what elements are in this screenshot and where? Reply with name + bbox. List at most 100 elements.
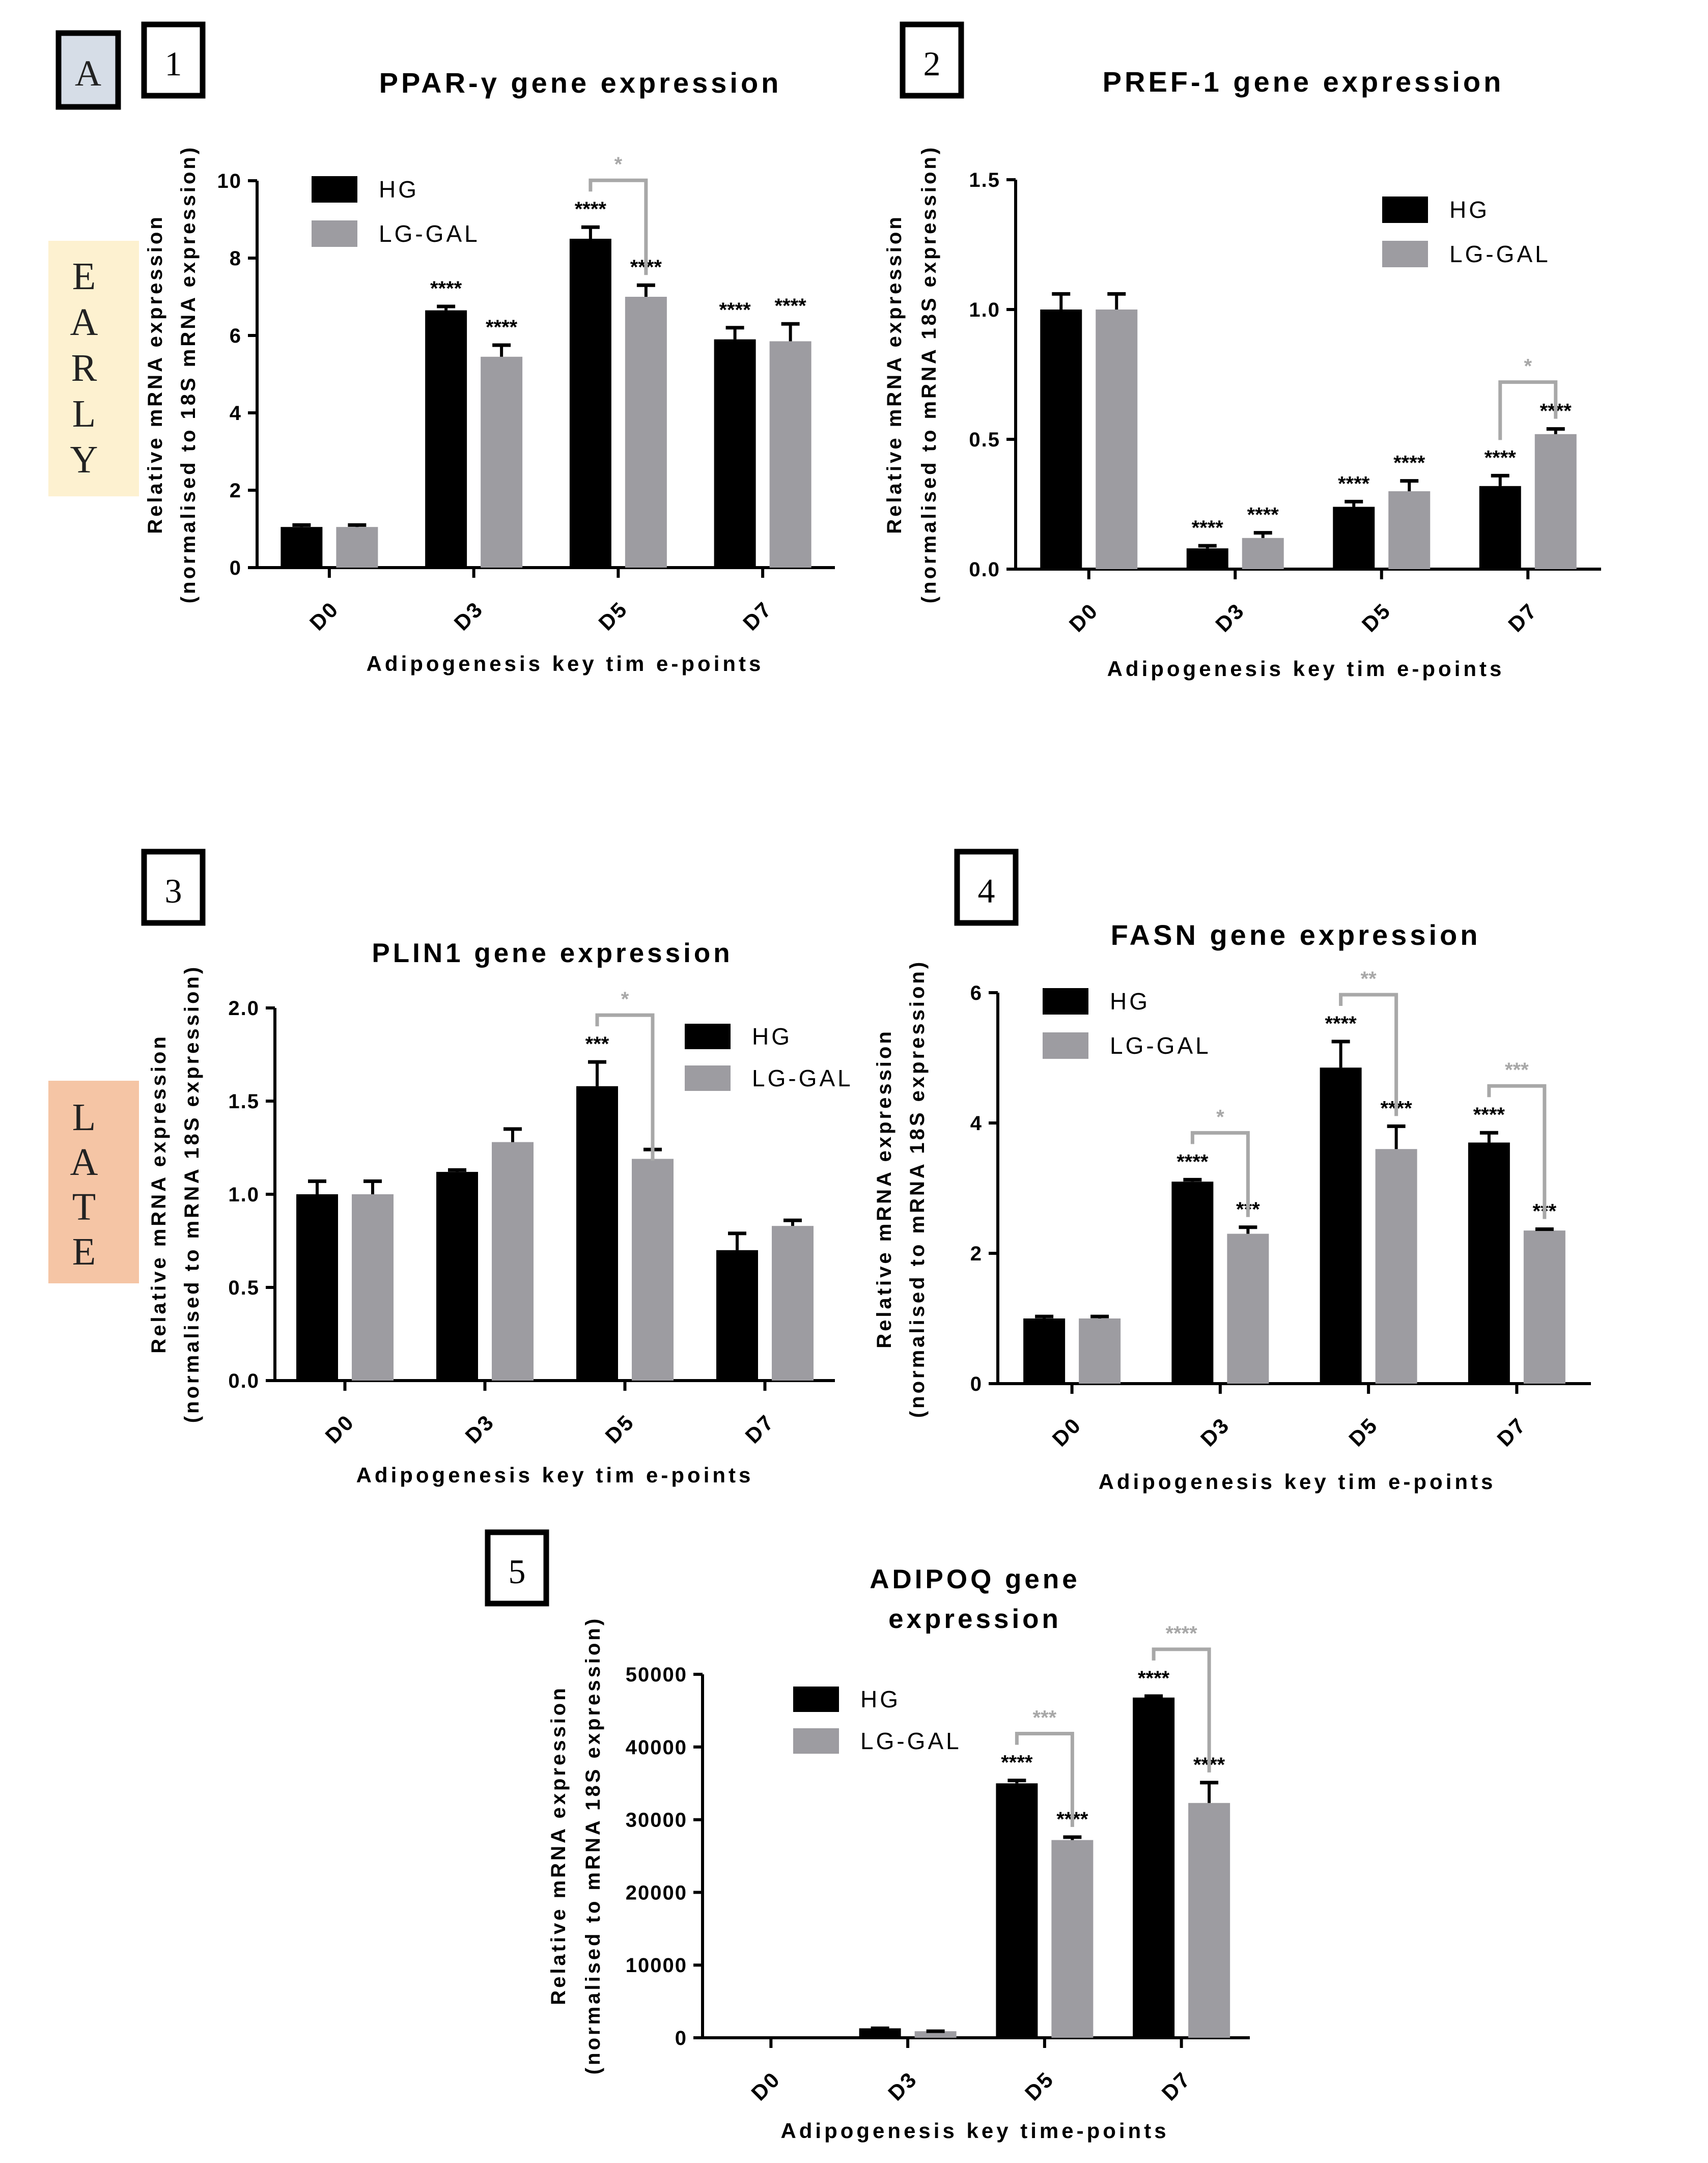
significance-label: ****	[1393, 452, 1425, 474]
y-tick-label: 1.0	[969, 299, 1000, 321]
significance-label: ****	[1192, 517, 1224, 539]
y-tick-label: 0	[230, 557, 242, 579]
late-letter-2: A	[70, 1141, 98, 1184]
comparison-bracket	[1339, 993, 1398, 1116]
y-tick-label: 2	[970, 1243, 983, 1265]
x-tick-label-d5: D5	[1344, 1413, 1382, 1451]
comparison-label: *	[1524, 355, 1532, 378]
x-tick-label-d0: D0	[746, 2067, 785, 2105]
y-tick-label: 1.5	[969, 169, 1000, 191]
y-tick-label: 1.0	[228, 1184, 260, 1206]
significance-label: ****	[1247, 504, 1279, 526]
x-axis-label: Adipogenesis key time-points	[780, 2119, 1169, 2143]
chart-title-line-2: expression	[888, 1604, 1061, 1634]
bar-hg-d7	[1479, 486, 1521, 569]
comparison-label: *	[614, 153, 623, 176]
x-tick-label-d3: D3	[1196, 1413, 1234, 1451]
significance-label: ****	[1338, 472, 1370, 495]
figure-label-box: A	[55, 30, 121, 110]
chart-panel-2: 2 PREF-1 gene expression 0.0 0.5 1.0 1.5 Relat…	[883, 21, 1601, 681]
y-tick-label: 0.5	[228, 1277, 260, 1299]
bar-lggal-d7	[1523, 1230, 1565, 1384]
x-tick-label-d7: D7	[1157, 2067, 1195, 2105]
bar-hg-d5	[996, 1783, 1038, 2038]
x-tick-label-d0: D0	[1065, 598, 1103, 636]
bar-hg-d0	[1023, 1318, 1066, 1384]
significance-label: ****	[1473, 1104, 1505, 1126]
panel-number-box	[485, 1529, 549, 1607]
comparison-label: **	[1361, 968, 1377, 990]
bar-hg-d7	[1468, 1142, 1510, 1384]
comparison-label: ****	[1165, 1622, 1197, 1645]
x-tick-label-d0: D0	[321, 1410, 359, 1448]
comparison-label: *	[1216, 1106, 1224, 1128]
legend-swatch-lggal	[1043, 1032, 1088, 1059]
bar-lggal-d7	[1534, 434, 1577, 569]
bar-hg-d7	[716, 1250, 758, 1381]
x-tick-label-d7: D7	[738, 597, 776, 635]
significance-label: ***	[585, 1033, 609, 1055]
y-tick-label: 10000	[626, 1954, 687, 1977]
late-letter-3: T	[72, 1186, 96, 1228]
y-tick-label: 10	[217, 170, 242, 192]
bar-hg-d5	[1333, 507, 1375, 569]
panel-number: 4	[978, 872, 995, 910]
x-tick-label-d7: D7	[1492, 1413, 1530, 1451]
bar-lggal-d5	[1051, 1840, 1094, 2038]
comparison-bracket	[1190, 1131, 1250, 1217]
legend-label-lggal: LG-GAL	[860, 1728, 962, 1754]
legend-swatch-lggal	[312, 220, 357, 247]
y-tick-label: 0.5	[969, 429, 1000, 451]
y-axis-label-line-2: (normalised to mRNA 18S expression)	[918, 145, 940, 603]
significance-label: ****	[1138, 1667, 1170, 1690]
x-tick-label-d0: D0	[305, 597, 343, 635]
bar-hg-d3	[425, 310, 467, 568]
comparison-bracket	[589, 178, 648, 275]
y-axis-label-line-1: Relative mRNA expression	[883, 214, 906, 534]
bar-lggal-d3	[492, 1142, 534, 1381]
bar-hg-d3	[436, 1172, 478, 1381]
chart-title: PLIN1 gene expression	[372, 938, 733, 968]
late-letter-1: L	[72, 1096, 96, 1139]
y-tick-label: 4	[230, 402, 242, 425]
bar-hg-d7	[1133, 1697, 1175, 2038]
bar-lggal-d5	[632, 1159, 674, 1381]
figure-label: A	[75, 53, 101, 94]
bar-hg-d0	[1040, 310, 1082, 569]
bar-lggal-d7	[769, 341, 811, 568]
chart-panel-1: 1 PPAR-γ gene expression 0 2 4 6 8 10 Relative m…	[141, 21, 835, 676]
early-label: E A R L Y	[48, 241, 139, 496]
x-axis-label: Adipogenesis key tim e-points	[356, 1463, 754, 1487]
bar-lggal-d0	[1096, 310, 1138, 569]
x-tick-label-d5: D5	[601, 1410, 639, 1448]
x-tick-label-d0: D0	[1048, 1413, 1086, 1451]
significance-label: ****	[1177, 1150, 1209, 1173]
comparison-bracket	[1015, 1731, 1074, 1827]
chart-title-line-1: ADIPOQ gene	[870, 1564, 1080, 1594]
y-tick-label: 50000	[626, 1664, 687, 1686]
chart-title: PREF-1 gene expression	[1103, 66, 1504, 98]
legend-label-hg: HG	[1110, 988, 1150, 1015]
y-axis-label-line-2: (normalised to 18S mRNA expression)	[177, 145, 200, 603]
legend-swatch-lggal	[1382, 241, 1428, 267]
panel-number: 2	[923, 44, 941, 83]
y-tick-label: 2	[230, 480, 242, 502]
early-letter-3: R	[71, 347, 97, 389]
legend-label-lggal: LG-GAL	[1449, 241, 1551, 267]
legend-label-hg: HG	[752, 1023, 792, 1050]
bar-lggal-d3	[914, 2031, 957, 2038]
bar-lggal-d5	[625, 297, 667, 568]
significance-label: ****	[774, 295, 806, 317]
y-tick-label: 4	[970, 1112, 983, 1135]
y-axis-label-line-2: (normalised to mRNA 18S expression)	[582, 1616, 604, 2074]
bar-lggal-d3	[481, 356, 523, 568]
legend-swatch-hg	[685, 1024, 731, 1049]
chart-title: FASN gene expression	[1111, 919, 1481, 951]
panel-number-box	[141, 849, 206, 926]
legend-swatch-lggal	[793, 1728, 839, 1754]
bar-hg-d3	[859, 2028, 901, 2038]
bar-lggal-d3	[1227, 1233, 1269, 1384]
comparison-bracket	[595, 1013, 655, 1161]
x-tick-label-d3: D3	[450, 597, 488, 635]
